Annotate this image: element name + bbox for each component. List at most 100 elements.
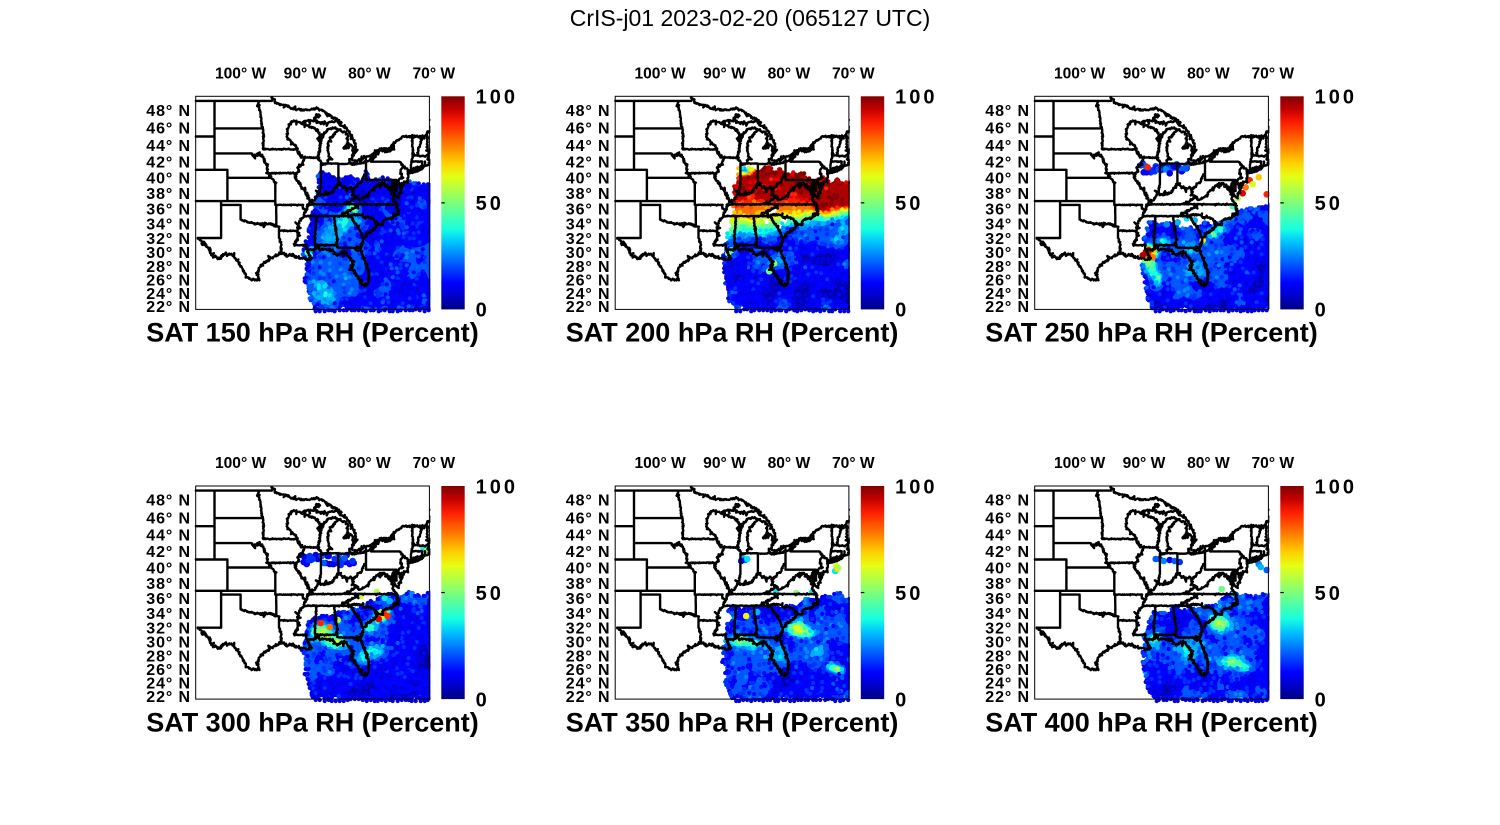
svg-text:46° N: 46° N	[146, 121, 191, 138]
svg-text:42° N: 42° N	[566, 544, 611, 561]
svg-text:0: 0	[1315, 300, 1326, 322]
svg-text:70° W: 70° W	[832, 455, 875, 472]
svg-text:22° N: 22° N	[146, 689, 191, 706]
svg-text:22° N: 22° N	[985, 689, 1030, 706]
svg-text:50: 50	[1315, 193, 1343, 215]
svg-text:30° N: 30° N	[985, 635, 1030, 652]
svg-text:30° N: 30° N	[146, 635, 191, 652]
svg-text:44° N: 44° N	[146, 528, 191, 545]
svg-text:40° N: 40° N	[566, 171, 611, 188]
svg-text:46° N: 46° N	[985, 121, 1030, 138]
svg-text:90° W: 90° W	[1123, 65, 1166, 82]
svg-text:48° N: 48° N	[146, 493, 191, 510]
svg-text:80° W: 80° W	[1187, 65, 1230, 82]
svg-text:26° N: 26° N	[566, 273, 611, 290]
svg-text:70° W: 70° W	[1251, 455, 1294, 472]
svg-text:SAT 150 hPa RH (Percent): SAT 150 hPa RH (Percent)	[146, 318, 479, 348]
svg-text:22° N: 22° N	[566, 689, 611, 706]
svg-text:28° N: 28° N	[146, 649, 191, 666]
svg-text:80° W: 80° W	[768, 65, 811, 82]
svg-text:0: 0	[895, 300, 906, 322]
svg-text:36° N: 36° N	[985, 591, 1030, 608]
svg-text:SAT 300 hPa RH (Percent): SAT 300 hPa RH (Percent)	[146, 707, 479, 737]
svg-text:38° N: 38° N	[566, 576, 611, 593]
svg-text:SAT 400 hPa RH (Percent): SAT 400 hPa RH (Percent)	[985, 707, 1318, 737]
svg-text:42° N: 42° N	[146, 544, 191, 561]
svg-text:22° N: 22° N	[146, 299, 191, 316]
svg-text:28° N: 28° N	[985, 259, 1030, 276]
svg-text:36° N: 36° N	[985, 201, 1030, 218]
svg-text:38° N: 38° N	[566, 186, 611, 203]
svg-text:36° N: 36° N	[146, 201, 191, 218]
svg-text:26° N: 26° N	[985, 662, 1030, 679]
svg-text:100: 100	[895, 87, 937, 109]
svg-text:50: 50	[1315, 583, 1343, 605]
svg-text:42° N: 42° N	[566, 155, 611, 172]
svg-text:50: 50	[895, 583, 923, 605]
svg-text:36° N: 36° N	[146, 591, 191, 608]
svg-text:38° N: 38° N	[146, 186, 191, 203]
svg-text:30° N: 30° N	[146, 245, 191, 262]
svg-text:40° N: 40° N	[146, 171, 191, 188]
svg-text:32° N: 32° N	[985, 231, 1030, 248]
svg-text:90° W: 90° W	[284, 455, 327, 472]
svg-text:42° N: 42° N	[146, 155, 191, 172]
svg-text:46° N: 46° N	[566, 510, 611, 527]
svg-text:100: 100	[1315, 87, 1357, 109]
svg-text:40° N: 40° N	[985, 171, 1030, 188]
svg-text:36° N: 36° N	[566, 591, 611, 608]
svg-text:CrIS-j01 2023-02-20 (065127 UT: CrIS-j01 2023-02-20 (065127 UTC)	[570, 5, 931, 31]
svg-text:34° N: 34° N	[566, 606, 611, 623]
svg-text:38° N: 38° N	[146, 576, 191, 593]
svg-text:90° W: 90° W	[1123, 455, 1166, 472]
svg-text:90° W: 90° W	[703, 65, 746, 82]
svg-text:40° N: 40° N	[985, 560, 1030, 577]
svg-text:30° N: 30° N	[566, 635, 611, 652]
svg-text:26° N: 26° N	[146, 662, 191, 679]
svg-text:44° N: 44° N	[566, 138, 611, 155]
svg-text:24° N: 24° N	[146, 286, 191, 303]
svg-text:50: 50	[476, 193, 504, 215]
svg-text:22° N: 22° N	[985, 299, 1030, 316]
svg-text:70° W: 70° W	[832, 65, 875, 82]
svg-text:44° N: 44° N	[985, 138, 1030, 155]
svg-text:0: 0	[895, 689, 906, 711]
svg-text:90° W: 90° W	[284, 65, 327, 82]
svg-text:48° N: 48° N	[566, 493, 611, 510]
svg-text:42° N: 42° N	[985, 155, 1030, 172]
svg-text:22° N: 22° N	[566, 299, 611, 316]
svg-text:44° N: 44° N	[985, 528, 1030, 545]
svg-text:SAT 250 hPa RH (Percent): SAT 250 hPa RH (Percent)	[985, 318, 1318, 348]
svg-text:24° N: 24° N	[985, 676, 1030, 693]
svg-text:80° W: 80° W	[348, 455, 391, 472]
svg-text:34° N: 34° N	[566, 216, 611, 233]
svg-text:26° N: 26° N	[146, 273, 191, 290]
svg-text:24° N: 24° N	[146, 676, 191, 693]
svg-text:36° N: 36° N	[566, 201, 611, 218]
svg-text:100: 100	[476, 476, 518, 498]
svg-text:100° W: 100° W	[634, 65, 686, 82]
svg-text:46° N: 46° N	[146, 510, 191, 527]
svg-text:90° W: 90° W	[703, 455, 746, 472]
svg-text:48° N: 48° N	[985, 493, 1030, 510]
svg-text:100° W: 100° W	[215, 455, 267, 472]
svg-text:100: 100	[476, 87, 518, 109]
svg-text:26° N: 26° N	[566, 662, 611, 679]
svg-text:38° N: 38° N	[985, 576, 1030, 593]
svg-text:80° W: 80° W	[1187, 455, 1230, 472]
svg-text:32° N: 32° N	[566, 231, 611, 248]
svg-text:38° N: 38° N	[985, 186, 1030, 203]
svg-text:48° N: 48° N	[566, 103, 611, 120]
svg-text:30° N: 30° N	[985, 245, 1030, 262]
svg-text:32° N: 32° N	[146, 231, 191, 248]
svg-text:40° N: 40° N	[146, 560, 191, 577]
svg-text:100° W: 100° W	[634, 455, 686, 472]
svg-text:28° N: 28° N	[146, 259, 191, 276]
svg-text:24° N: 24° N	[566, 676, 611, 693]
svg-text:80° W: 80° W	[348, 65, 391, 82]
svg-text:50: 50	[895, 193, 923, 215]
svg-text:42° N: 42° N	[985, 544, 1030, 561]
svg-text:0: 0	[1315, 689, 1326, 711]
svg-text:34° N: 34° N	[985, 606, 1030, 623]
svg-text:24° N: 24° N	[566, 286, 611, 303]
